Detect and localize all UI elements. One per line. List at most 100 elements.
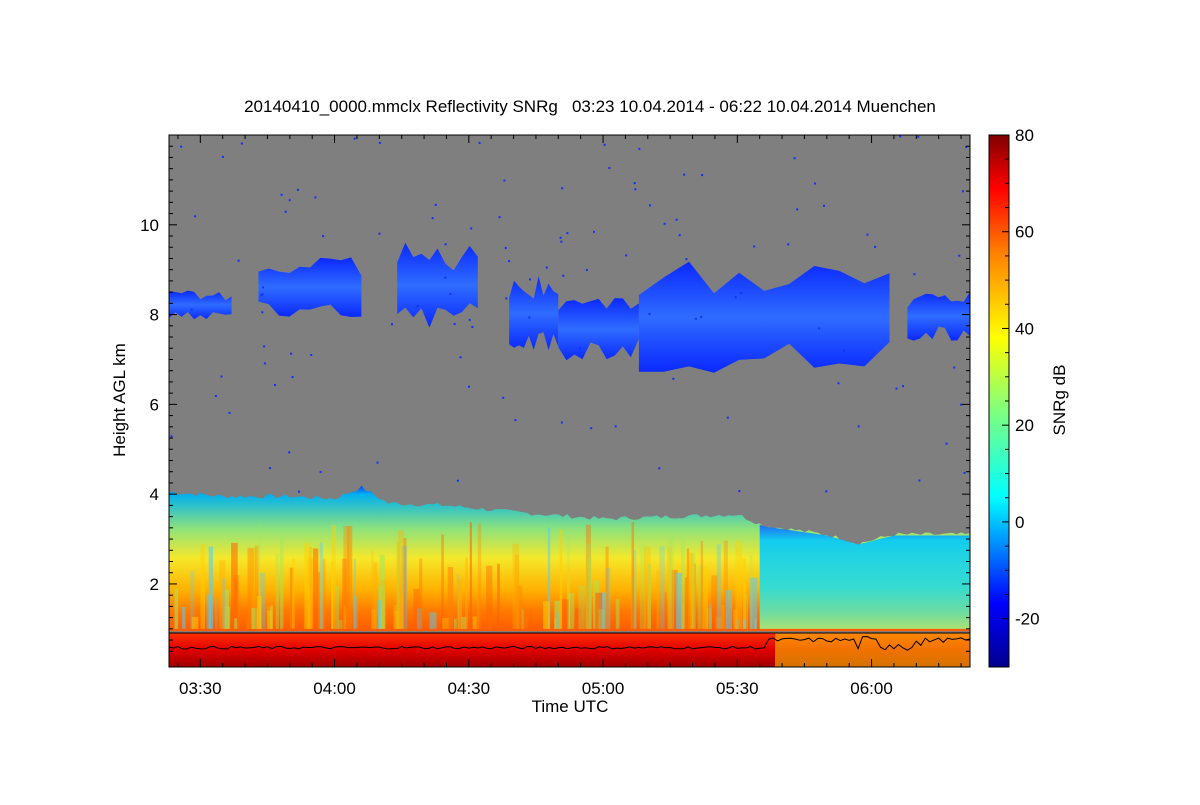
echo-streak bbox=[214, 598, 218, 629]
echo-streak bbox=[528, 608, 533, 629]
noise-speckle bbox=[559, 236, 562, 239]
noise-speckle bbox=[274, 384, 276, 386]
echo-streak bbox=[267, 610, 273, 629]
echo-streak bbox=[664, 592, 667, 629]
y-tick-label: 4 bbox=[150, 485, 159, 504]
echo-streak bbox=[182, 607, 186, 629]
echo-streak bbox=[750, 577, 758, 629]
colorbar-tick-label: -20 bbox=[1015, 610, 1040, 629]
noise-speckle bbox=[585, 269, 588, 271]
echo-streaks bbox=[174, 522, 758, 629]
echo-streak bbox=[319, 542, 323, 629]
noise-speckle bbox=[685, 258, 688, 261]
echo-streak bbox=[711, 575, 718, 629]
echo-streak bbox=[615, 599, 620, 629]
noise-speckle bbox=[953, 366, 956, 369]
echo-streak bbox=[335, 585, 339, 629]
noise-speckle bbox=[633, 182, 636, 185]
noise-speckle bbox=[918, 479, 921, 482]
noise-speckle bbox=[314, 196, 317, 199]
echo-streak bbox=[343, 604, 346, 629]
echo-streak bbox=[630, 577, 637, 629]
echo-streak bbox=[733, 609, 738, 629]
noise-speckle bbox=[648, 313, 651, 315]
cirrus-cloud-layers bbox=[169, 135, 970, 493]
noise-speckle bbox=[561, 187, 564, 190]
echo-streak bbox=[313, 548, 319, 629]
echo-streak bbox=[561, 599, 569, 629]
echo-streak bbox=[206, 594, 211, 629]
noise-speckle bbox=[529, 278, 531, 281]
echo-streak bbox=[598, 609, 605, 629]
echo-streak bbox=[633, 550, 637, 629]
echo-streak bbox=[644, 546, 651, 629]
noise-speckle bbox=[675, 218, 678, 221]
cirrus-cloud bbox=[258, 257, 362, 317]
noise-speckle bbox=[240, 142, 243, 145]
echo-streak bbox=[353, 595, 358, 629]
echo-streak bbox=[289, 567, 294, 629]
echo-streak bbox=[476, 597, 480, 629]
echo-streak bbox=[585, 524, 591, 629]
echo-streak bbox=[512, 543, 520, 629]
colorbar-tick-label: 40 bbox=[1015, 319, 1034, 338]
echo-streak bbox=[219, 560, 226, 629]
echo-streak bbox=[441, 534, 444, 629]
noise-speckle bbox=[261, 293, 264, 296]
y-axis: 2 4 6 8 10 bbox=[140, 145, 970, 652]
noise-speckle bbox=[298, 490, 300, 493]
noise-speckle bbox=[502, 396, 505, 399]
echo-streak bbox=[331, 561, 333, 629]
noise-speckle bbox=[237, 259, 240, 262]
echo-streak bbox=[720, 605, 725, 629]
boundary-layer-echo-late bbox=[759, 524, 970, 629]
echo-streak bbox=[691, 553, 696, 629]
echo-streak bbox=[697, 565, 703, 629]
x-tick-label: 04:00 bbox=[313, 679, 356, 698]
noise-speckle bbox=[823, 204, 825, 207]
noise-speckle bbox=[220, 375, 223, 378]
noise-speckle bbox=[263, 345, 266, 348]
echo-streak bbox=[575, 608, 581, 629]
echo-streak bbox=[251, 548, 257, 629]
echo-streak bbox=[224, 589, 229, 629]
echo-streak bbox=[393, 605, 398, 629]
echo-streak bbox=[380, 580, 387, 629]
noise-speckle bbox=[431, 217, 434, 220]
x-tick-label: 05:30 bbox=[716, 679, 759, 698]
echo-streak bbox=[343, 607, 347, 629]
noise-speckle bbox=[825, 490, 828, 493]
noise-speckle bbox=[284, 210, 287, 213]
echo-streak bbox=[417, 608, 423, 629]
cirrus-cloud bbox=[169, 290, 232, 320]
echo-streak bbox=[686, 548, 690, 629]
noise-speckle bbox=[221, 155, 224, 158]
echo-streak bbox=[403, 537, 407, 629]
echo-streak bbox=[639, 544, 646, 629]
noise-speckle bbox=[391, 323, 393, 326]
echo-streak bbox=[701, 566, 709, 629]
echo-streak bbox=[514, 554, 520, 629]
echo-streak bbox=[556, 612, 559, 629]
echo-streak bbox=[251, 608, 258, 629]
y-tick-label: 2 bbox=[150, 575, 159, 594]
echo-streak bbox=[700, 540, 703, 629]
ground-band-late-segment bbox=[775, 633, 970, 667]
noise-speckle bbox=[843, 349, 846, 352]
noise-speckle bbox=[528, 316, 531, 319]
echo-streak bbox=[461, 617, 467, 629]
echo-streak bbox=[401, 545, 408, 629]
noise-speckle bbox=[740, 292, 743, 295]
echo-streak bbox=[280, 536, 284, 629]
cloud-base-trace bbox=[169, 635, 970, 651]
noise-speckle bbox=[963, 471, 966, 474]
echo-streak bbox=[497, 563, 500, 629]
echo-streak bbox=[429, 612, 437, 629]
noise-speckle bbox=[895, 387, 898, 390]
colorbar-axis: 80 60 40 20 0 -20 bbox=[1002, 126, 1040, 629]
noise-speckle bbox=[579, 346, 582, 349]
echo-streak bbox=[684, 577, 687, 629]
noise-speckle bbox=[288, 451, 291, 454]
noise-speckle bbox=[566, 232, 569, 235]
